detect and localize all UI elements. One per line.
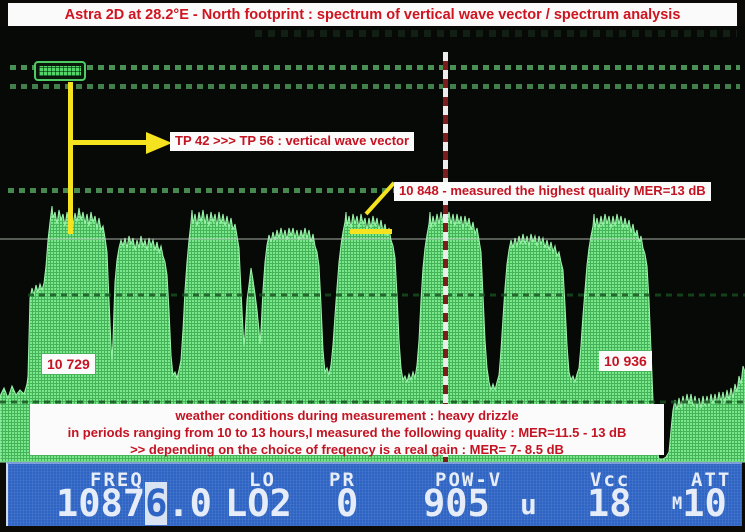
pow-field-value[interactable]: 905 <box>423 482 490 525</box>
grid-dash-line-top1 <box>10 65 740 70</box>
vcc-field-label: Vcc <box>590 469 631 491</box>
att-field-label: ATT <box>691 469 732 491</box>
freq-digits-pre: 1087 <box>56 482 146 525</box>
freq-digit-selected[interactable]: 6 <box>145 482 168 525</box>
center-frequency-marker <box>443 52 448 462</box>
freq-field-label: FREQ <box>90 469 144 491</box>
pr-field-value[interactable]: 0 <box>336 482 359 525</box>
tp-range-label: TP 42 >>> TP 56 : vertical wave vector <box>170 132 415 151</box>
reference-gray-line <box>0 238 745 240</box>
lo-field-value[interactable]: LO2 <box>225 482 292 525</box>
mer-quality-label: 10 848 - measured the highest quality ME… <box>394 182 711 201</box>
title-bar: Astra 2D at 28.2°E - North footprint : s… <box>8 3 737 26</box>
freq-label-right: 10 936 <box>599 351 652 372</box>
freq-field-value[interactable]: 10876.0 <box>56 482 212 525</box>
freq-label-left: 10 729 <box>42 354 95 375</box>
att-field-value[interactable]: M10 <box>672 485 727 522</box>
marker-rect-icon <box>34 61 86 81</box>
att-value-digits: 10 <box>682 482 727 525</box>
status-bar: FREQ 10876.0 LO LO2 PR 0 POW-V 905 u Vcc… <box>6 462 742 526</box>
annotation-arrow-icon <box>146 132 172 154</box>
pr-field-label: PR <box>329 469 356 491</box>
vcc-field-value[interactable]: 18 <box>587 482 632 525</box>
grid-dash-line-mid <box>8 188 445 193</box>
annotation-line-horizontal <box>70 140 148 145</box>
weather-note-line3: >> depending on the choice of freqency i… <box>130 442 564 457</box>
spectrum-screen: TP 42 >>> TP 56 : vertical wave vector 1… <box>0 26 745 463</box>
annotation-line-vertical <box>68 82 73 234</box>
att-mode-prefix: M <box>672 494 683 514</box>
weather-note-box: weather conditions during measurement : … <box>30 404 664 457</box>
lo-field-label: LO <box>249 469 276 491</box>
marker-rect-fill <box>39 66 81 76</box>
weather-note-line1: weather conditions during measurement : … <box>175 408 519 423</box>
video-noise-row <box>255 30 737 37</box>
weather-note-line2: in periods ranging from 10 to 13 hours,I… <box>67 425 627 440</box>
pow-field-label: POW-V <box>435 469 503 491</box>
spectrum-envelope-path <box>0 205 745 463</box>
page-title: Astra 2D at 28.2°E - North footprint : s… <box>64 6 681 23</box>
pow-field-unit: u <box>520 488 537 521</box>
freq-digits-post: .0 <box>167 482 212 525</box>
grid-dash-line-top2 <box>10 84 740 89</box>
annotation-line-segment <box>350 229 392 234</box>
